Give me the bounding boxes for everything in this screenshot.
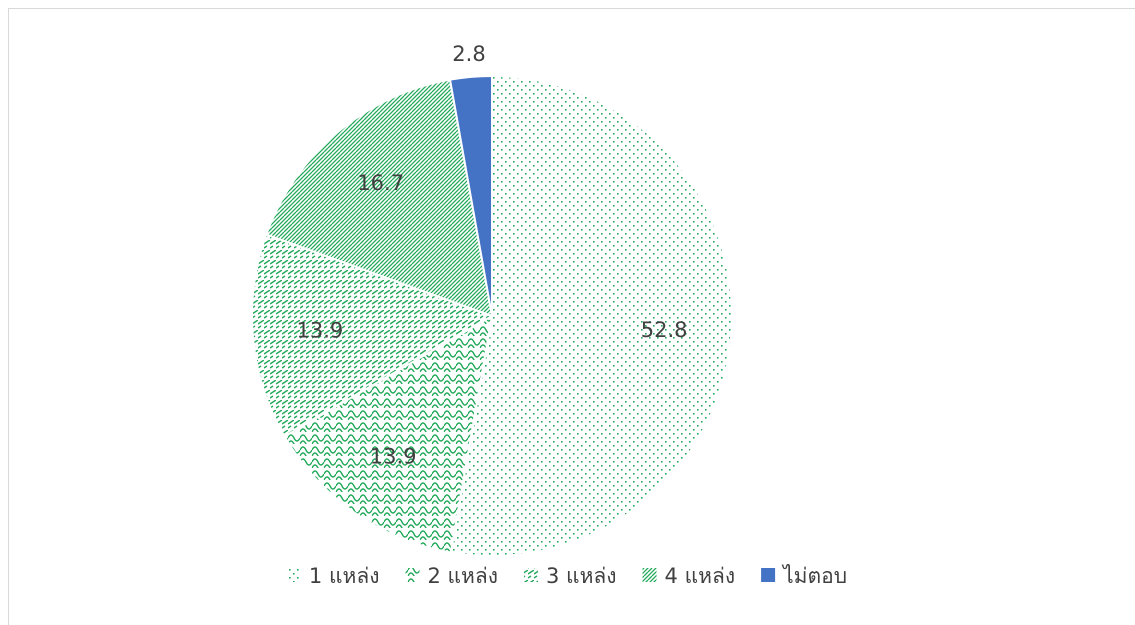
data-label: 16.7 (357, 171, 404, 195)
pie-slice (283, 314, 494, 554)
pie-slice (265, 78, 494, 318)
data-label: 52.8 (641, 318, 688, 342)
legend-marker (761, 568, 776, 582)
pie-slice (449, 74, 733, 557)
data-label: 13.9 (370, 445, 417, 469)
pie-slice (251, 233, 495, 438)
legend-marker (524, 568, 539, 582)
legend-label: 3 แหล่ง (546, 564, 617, 588)
legend-label: 2 แหล่ง (427, 564, 498, 588)
legend-label: ไม่ตอบ (781, 564, 847, 588)
data-label: 2.8 (452, 42, 485, 66)
legend-marker (405, 568, 420, 582)
legend-marker (642, 568, 657, 582)
chart-border (8, 8, 1135, 625)
legend-label: 4 แหล่ง (665, 564, 736, 588)
legend-marker (286, 568, 301, 582)
data-label: 13.9 (297, 318, 344, 342)
legend-label: 1 แหล่ง (309, 564, 380, 588)
pie-slice (448, 74, 493, 317)
